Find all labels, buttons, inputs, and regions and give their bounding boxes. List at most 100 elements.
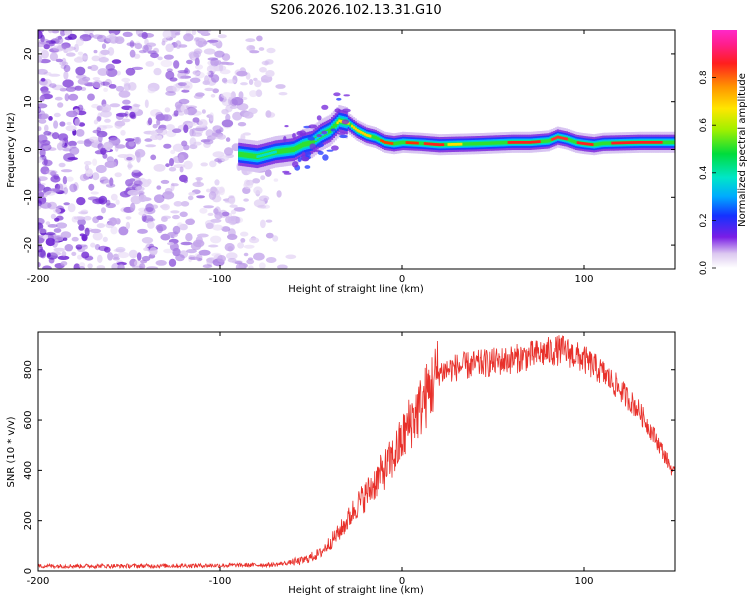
spectrogram-noise-blob bbox=[225, 62, 235, 66]
spectrogram-noise-blob bbox=[195, 92, 205, 97]
spectrogram-ridge-core bbox=[411, 141, 414, 145]
spectrogram-noise-blob bbox=[135, 151, 141, 158]
spectrogram-noise-blob bbox=[141, 31, 148, 40]
spectrogram-ridge-core bbox=[538, 140, 541, 143]
spectrogram-noise-blob bbox=[160, 59, 173, 68]
spectrogram-ridge-cell bbox=[312, 138, 315, 144]
spectrogram-noise-blob bbox=[179, 223, 188, 231]
spectrogram-noise-blob bbox=[102, 236, 108, 243]
spectrogram-noise-blob bbox=[157, 56, 163, 61]
spectrogram-noise-blob bbox=[240, 231, 249, 237]
spectrogram-noise-blob bbox=[172, 143, 184, 152]
spectrogram-noise-blob bbox=[72, 108, 80, 116]
spectrogram-noise-blob bbox=[278, 92, 288, 96]
spectrogram-noise-blob bbox=[145, 61, 155, 67]
spectrogram-noise-blob bbox=[45, 190, 56, 196]
spectrogram-ridge-cell bbox=[594, 142, 598, 147]
spectrogram-noise-blob bbox=[114, 36, 125, 44]
spectrogram-noise-blob bbox=[62, 176, 68, 185]
spectrogram-noise-blob bbox=[179, 211, 188, 218]
spectrogram-ridge-cell bbox=[332, 124, 335, 129]
spectrogram-noise-blob bbox=[133, 53, 141, 59]
spectrogram-noise-blob bbox=[272, 235, 279, 242]
spectrogram-noise-blob bbox=[125, 216, 132, 220]
spectrogram-ridge-core bbox=[354, 127, 357, 131]
spectrogram-noise-blob bbox=[185, 233, 193, 242]
spectrogram-noise-blob bbox=[221, 77, 228, 83]
spectrogram-noise-blob bbox=[153, 194, 165, 204]
spectrogram-noise-blob bbox=[275, 84, 286, 89]
spectrogram-noise-blob bbox=[38, 30, 45, 33]
spectrogram-ridge-core bbox=[382, 140, 385, 143]
spectrogram-noise-blob bbox=[173, 110, 179, 117]
spectrogram-noise-blob bbox=[114, 120, 126, 127]
spectrogram-ridge-core bbox=[649, 141, 652, 144]
spectrogram-noise-blob bbox=[138, 194, 147, 203]
spectrogram-ridge-cell bbox=[569, 138, 572, 142]
spectrogram-noise-blob bbox=[100, 110, 112, 118]
spectrogram-noise-blob bbox=[138, 210, 148, 216]
spectrogram-noise-blob bbox=[63, 187, 68, 195]
spectrogram-noise-blob bbox=[163, 248, 174, 254]
spectrogram-noise-blob bbox=[240, 133, 246, 140]
spectrogram-ridge-cell bbox=[250, 153, 254, 159]
spectrogram-ridge-cell bbox=[309, 140, 312, 146]
spectrogram-noise-blob bbox=[84, 227, 90, 237]
spectrogram-ridge-core bbox=[523, 141, 527, 144]
spectrogram-ridge-cell bbox=[540, 139, 543, 144]
spectrogram-noise-blob bbox=[53, 112, 61, 118]
spectrogram-ridge-core bbox=[625, 141, 629, 144]
spectrogram-ridge-cell bbox=[392, 142, 396, 146]
spectrogram-ridge-core bbox=[365, 133, 368, 137]
spectrogram-noise-blob bbox=[142, 44, 149, 53]
spectrogram-noise-blob bbox=[226, 252, 238, 260]
spectrogram-ridge-core bbox=[405, 141, 408, 144]
snr-y-label: SNR (10 * v/v) bbox=[6, 416, 17, 487]
spectrogram-noise-blob bbox=[246, 45, 256, 52]
spectrogram-noise-blob bbox=[60, 30, 66, 37]
spectrogram-noise-blob bbox=[127, 189, 140, 196]
spectrogram-ridge-cell bbox=[403, 140, 406, 145]
spectrogram-noise-blob bbox=[38, 184, 46, 191]
spectrogram-noise-blob bbox=[83, 244, 88, 250]
spectrogram-noise-blob bbox=[105, 63, 116, 71]
spectrogram-noise-blob bbox=[97, 68, 109, 76]
spectrogram-side-blob bbox=[301, 156, 310, 162]
spectrogram-noise-blob bbox=[165, 163, 170, 168]
spectrogram-noise-blob bbox=[170, 210, 180, 214]
spectrogram-ridge-core bbox=[416, 141, 419, 145]
spectrogram-noise-blob bbox=[198, 119, 208, 128]
spectrogram-noise-blob bbox=[97, 254, 103, 263]
spectrogram-noise-blob bbox=[67, 140, 77, 147]
spectrogram-noise-blob bbox=[91, 172, 100, 181]
spectrogram-ridge-cell bbox=[505, 140, 508, 145]
spectrogram-ridge-cell bbox=[307, 140, 310, 146]
spectrogram-noise-blob bbox=[202, 264, 213, 269]
spectrogram-noise-blob bbox=[170, 149, 176, 155]
spectrogram-ridge-core bbox=[362, 131, 365, 135]
spectrogram-noise-blob bbox=[258, 47, 265, 51]
spectrogram-noise-blob bbox=[60, 231, 72, 239]
spectrogram-noise-blob bbox=[221, 226, 231, 232]
spectrogram-noise-blob bbox=[44, 232, 56, 236]
spectrogram-noise-blob bbox=[52, 132, 60, 140]
spectrogram-noise-blob bbox=[77, 51, 84, 56]
spectrogram-noise-blob bbox=[48, 116, 53, 121]
spectrogram-side-blob bbox=[326, 149, 334, 152]
spectrogram-y-label: Frequency (Hz) bbox=[6, 112, 17, 188]
spectrogram-noise-blob bbox=[144, 99, 149, 108]
spectrogram-ridge-core bbox=[533, 140, 536, 144]
spectrogram-noise-blob bbox=[118, 226, 129, 236]
spectrogram-ridge-cell bbox=[567, 138, 570, 142]
spectrogram-noise-blob bbox=[137, 228, 148, 234]
spectrogram-noise-blob bbox=[210, 235, 222, 244]
spectrogram-noise-blob bbox=[233, 207, 246, 212]
spectrogram-noise-blob bbox=[160, 179, 170, 184]
spectrogram-noise-blob bbox=[93, 119, 98, 125]
spectrogram-y-tick-label: 0 bbox=[23, 146, 34, 152]
spectrogram-ridge-cell bbox=[544, 139, 547, 143]
spectrogram-noise-blob bbox=[58, 183, 68, 190]
spectrogram-ridge-cell bbox=[462, 142, 465, 146]
spectrogram-ridge-cell bbox=[249, 153, 252, 159]
spectrogram-ridge-core bbox=[635, 141, 638, 144]
